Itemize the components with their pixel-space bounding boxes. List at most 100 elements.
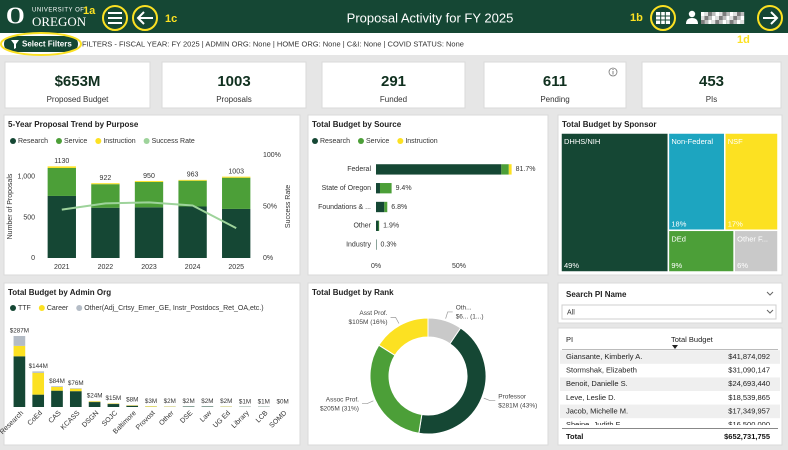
bar-segment [51, 390, 63, 407]
kpi-card [321, 61, 466, 109]
bar-segment [376, 201, 385, 213]
chart-title: Total Budget by Source [312, 120, 402, 129]
highlight-ring[interactable] [0, 32, 82, 56]
bar-segment [88, 401, 101, 403]
highlight-ring[interactable] [102, 5, 128, 31]
total-label: $2M [220, 398, 232, 405]
bar-segment [69, 388, 82, 392]
dropdown-chevron[interactable] [766, 309, 774, 314]
bar-segment [376, 183, 380, 194]
kpi-value: $653M [55, 73, 101, 90]
kpi-card [161, 61, 307, 109]
total-label: $2M [201, 398, 213, 405]
cell: $17,349,957 [728, 406, 770, 415]
bar-segment [91, 184, 120, 208]
total-label: 1003 [228, 168, 244, 175]
dropdown-box[interactable] [561, 304, 777, 320]
kpi-card [641, 61, 782, 109]
slice-label: Asst Prof. [359, 310, 387, 317]
bar-segment [69, 391, 82, 407]
panel [307, 114, 549, 276]
highlight-ring[interactable] [132, 5, 158, 31]
treemap-tile [724, 132, 779, 232]
pixel [740, 12, 745, 16]
tile-label: DHHS/NIH [564, 137, 600, 146]
menu-button[interactable] [102, 5, 128, 31]
bar-segment [88, 402, 101, 407]
line-series [61, 201, 237, 230]
pixel [704, 20, 709, 24]
pi-dropdown[interactable]: All [561, 304, 777, 320]
logo-bottom: OREGON [32, 14, 87, 29]
menu-icon[interactable] [108, 12, 122, 24]
legend-label: Career [47, 305, 69, 312]
collapse-chevron[interactable] [766, 291, 774, 296]
bar-segment [13, 356, 26, 407]
logo-mark: O [6, 4, 25, 30]
legend-swatch [312, 138, 318, 144]
back-icon[interactable] [136, 11, 153, 25]
treemap-tile [733, 229, 779, 273]
pixel [708, 16, 712, 20]
button-bg[interactable] [4, 36, 78, 52]
treemap-tile [560, 132, 670, 273]
total-label: 950 [143, 173, 155, 180]
leader-line [390, 317, 400, 324]
total-label: $24M [87, 393, 103, 400]
pixel [737, 12, 741, 16]
y-tick-label: 500 [23, 214, 35, 221]
tile-label: DEd [671, 234, 686, 243]
total-label: $3M [145, 398, 157, 405]
dropdown-value[interactable]: All [567, 309, 575, 316]
info-icon [612, 68, 614, 71]
back-button[interactable] [132, 5, 158, 31]
sort-indicator[interactable] [672, 345, 678, 349]
annotation: 1b [630, 12, 643, 24]
bar-segment [51, 386, 63, 391]
cell: Benoit, Danielle S. [566, 379, 628, 388]
info-icon [608, 67, 618, 77]
kpi-card [4, 61, 151, 109]
bar-segment [107, 404, 120, 407]
pixel [704, 16, 709, 20]
forward-button[interactable] [757, 5, 783, 31]
chart-title: 5-Year Proposal Trend by Purpose [8, 120, 139, 129]
table-icon[interactable] [656, 12, 670, 24]
pixel [726, 12, 730, 16]
total-label: 81.7% [516, 166, 536, 173]
leader-line [445, 311, 453, 319]
bar-segment [134, 180, 164, 182]
x-tick-label: 0% [371, 263, 381, 270]
pixel [701, 16, 705, 20]
pixel [722, 12, 727, 16]
cell: Leve, Leslie D. [566, 393, 616, 402]
y-tick-label: Industry [346, 241, 371, 248]
pixel [722, 20, 727, 24]
highlight-ring[interactable] [757, 5, 783, 31]
table-rows: Giansante, Kimberly A. $41,874,092 Stormsh… [560, 350, 780, 425]
bar-segment [47, 167, 76, 196]
legend-swatch [76, 305, 83, 311]
pixel [704, 12, 709, 16]
total-label: 1130 [54, 158, 69, 165]
table-icon-grid[interactable] [656, 12, 670, 24]
cell: Giansante, Kimberly A. [566, 352, 642, 361]
table-view-button[interactable] [650, 5, 676, 31]
cell: $24,693,440 [728, 379, 770, 388]
x-tick-label: 50% [452, 263, 466, 270]
slice-value: $105M (16%) [349, 319, 388, 326]
pixel [740, 16, 745, 20]
total-label: $0M [276, 399, 288, 406]
funnel-icon[interactable] [11, 40, 19, 49]
select-filters-button[interactable]: Select Filters [0, 32, 82, 56]
pixel [726, 20, 730, 24]
highlight-ring[interactable] [650, 5, 676, 31]
button-label[interactable]: Select Filters [22, 40, 72, 49]
total-label: 963 [187, 172, 199, 179]
treemap-tile [667, 132, 726, 232]
legend-swatch [357, 138, 364, 144]
forward-icon[interactable] [763, 11, 779, 25]
legend-swatch [10, 138, 16, 144]
slice-label: Assoc Prof. [326, 396, 359, 403]
bar-segment [178, 180, 207, 207]
